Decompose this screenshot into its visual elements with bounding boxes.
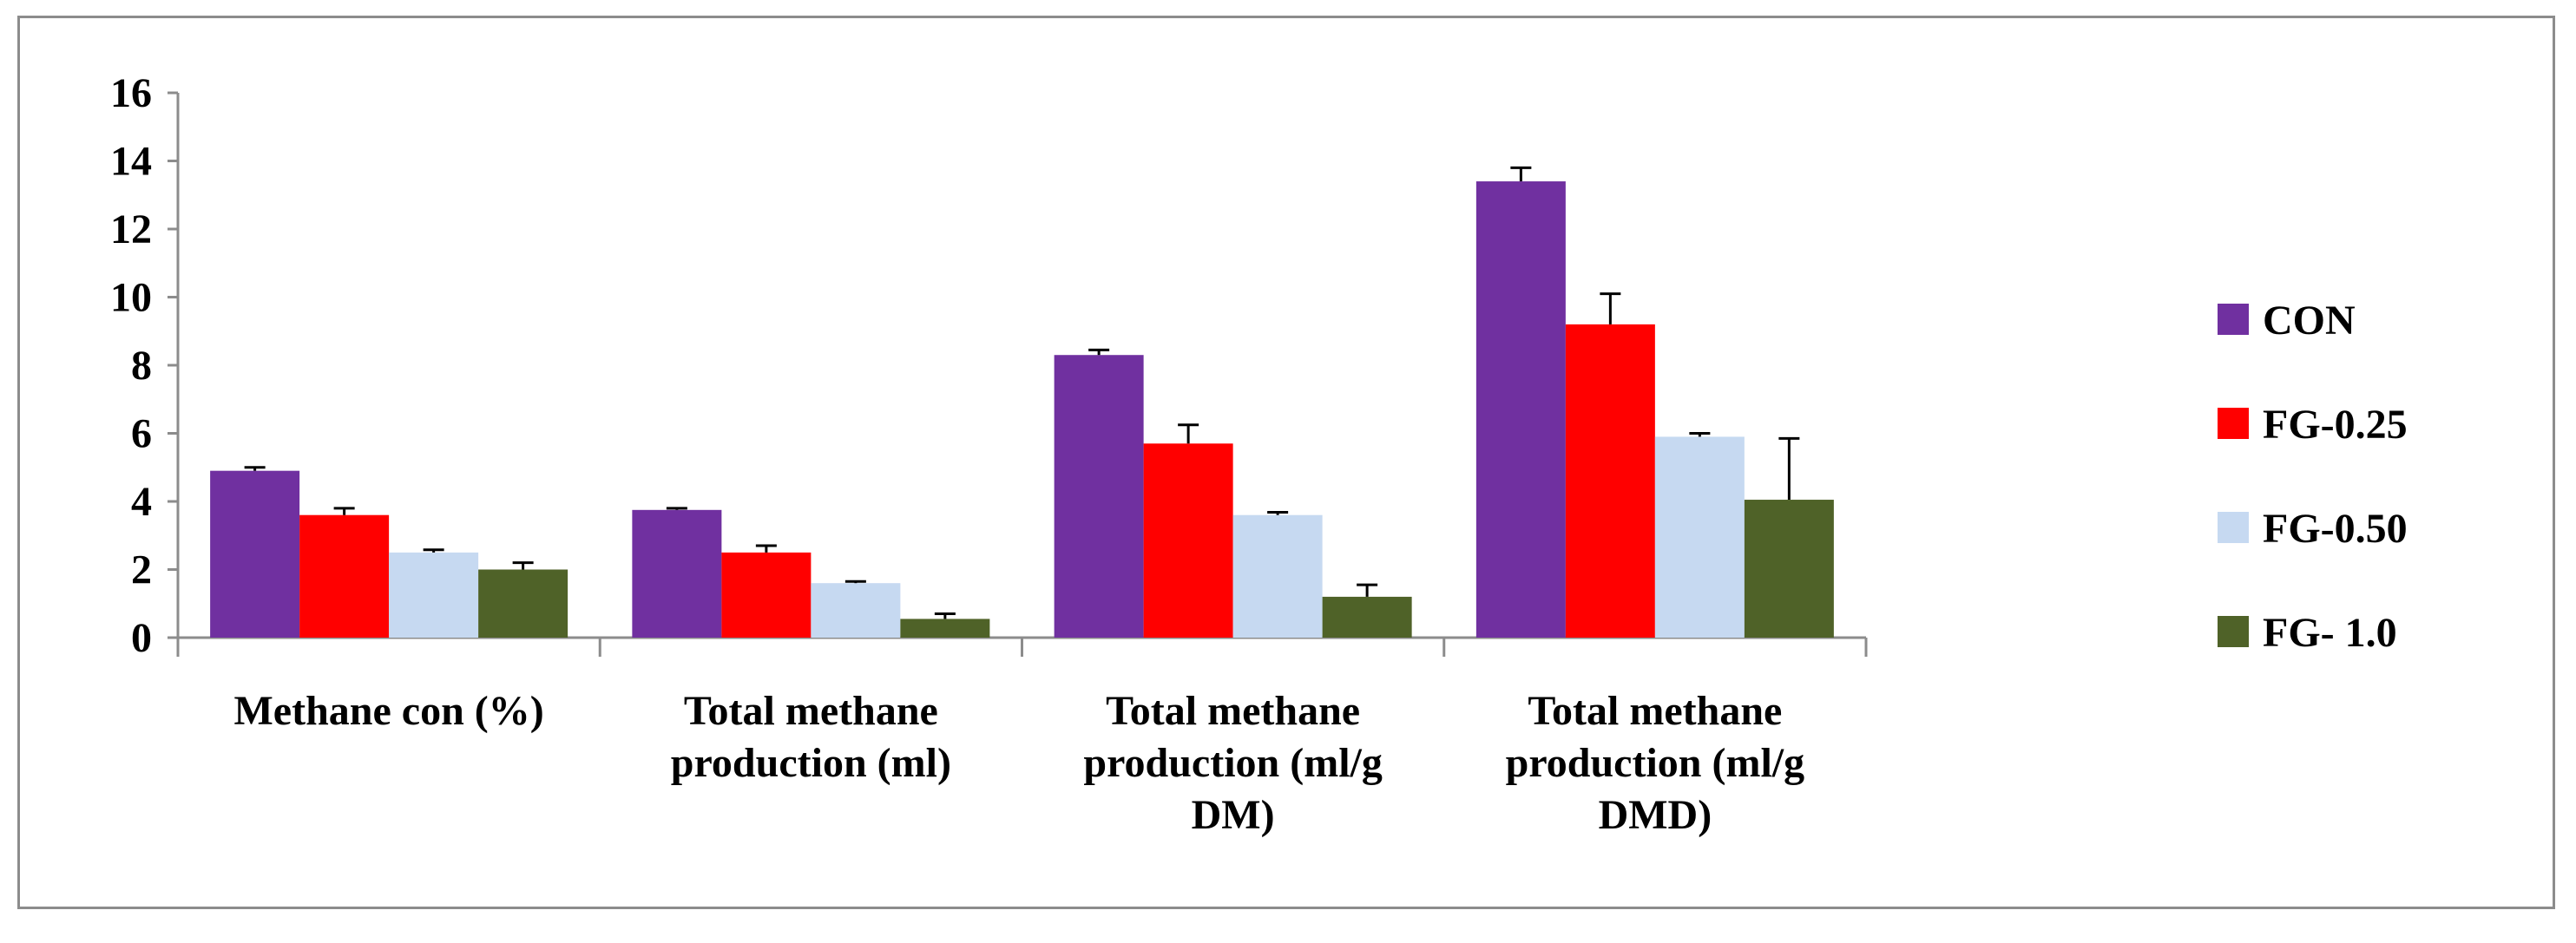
bar — [1565, 324, 1655, 638]
bar — [1322, 596, 1412, 638]
x-category-label-line: production (ml) — [671, 740, 951, 786]
bar — [1143, 443, 1233, 638]
x-category-label-line: production (ml/g — [1506, 740, 1804, 786]
legend-label: FG-0.25 — [2263, 402, 2408, 448]
bar — [210, 470, 300, 638]
bar — [900, 619, 990, 638]
legend-swatch — [2218, 408, 2249, 439]
chart-frame — [17, 16, 2555, 909]
x-category-label-line: DM) — [1192, 792, 1275, 838]
bar — [299, 514, 390, 638]
bar — [1654, 436, 1745, 638]
y-tick-label: 12 — [110, 206, 152, 252]
y-tick-label: 10 — [110, 275, 152, 321]
x-category-label: Total methane production (ml/g DM) — [1083, 688, 1382, 838]
legend-swatch — [2218, 512, 2249, 543]
bar — [1054, 355, 1144, 638]
bar — [389, 552, 479, 638]
x-category-label-line: DMD) — [1599, 792, 1712, 838]
x-category-label-line: Total methane — [1528, 688, 1782, 734]
x-category-label: Total methane production (ml/g DMD) — [1506, 688, 1804, 838]
x-category-label-line: Methane con (%) — [233, 688, 543, 734]
y-tick-label: 2 — [131, 547, 152, 593]
legend-swatch — [2218, 616, 2249, 647]
bar — [721, 552, 812, 638]
y-tick-label: 8 — [131, 343, 152, 389]
y-tick-label: 14 — [110, 139, 152, 185]
bar — [632, 509, 722, 638]
x-category-label-line: Total methane — [1106, 688, 1360, 734]
y-tick-label: 16 — [110, 70, 152, 116]
bar — [811, 583, 901, 638]
legend-swatch — [2218, 304, 2249, 335]
legend-label: FG- 1.0 — [2263, 610, 2397, 656]
bar — [1232, 514, 1323, 638]
bar — [478, 569, 568, 638]
y-tick-label: 6 — [131, 411, 152, 457]
y-tick-label: 4 — [131, 479, 152, 525]
x-category-label-line: Total methane — [684, 688, 938, 734]
bar — [1475, 181, 1566, 638]
bar — [1744, 500, 1834, 638]
y-tick-label: 0 — [131, 615, 152, 661]
legend-label: CON — [2263, 298, 2356, 344]
x-category-label-line: production (ml/g — [1083, 740, 1382, 786]
legend-label: FG-0.50 — [2263, 506, 2408, 552]
x-category-label: Methane con (%) — [233, 688, 543, 734]
x-category-label: Total methane production (ml) — [671, 688, 951, 786]
